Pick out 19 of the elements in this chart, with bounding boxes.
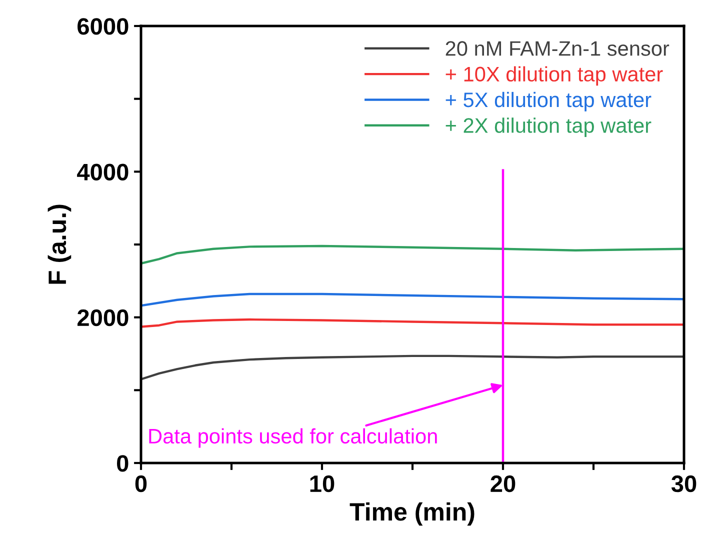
x-axis-title: Time (min): [350, 502, 474, 526]
x-tick-label: 20: [490, 475, 516, 492]
y-tick-label: 0: [117, 455, 128, 472]
y-tick-label: 2000: [77, 309, 128, 326]
line-series: [141, 292, 684, 307]
line-series: [141, 244, 684, 265]
x-tick-label: 30: [671, 475, 696, 492]
y-tick-label: 4000: [77, 164, 128, 180]
y-tick-label: 6000: [78, 18, 128, 35]
legend-label: 20 nM FAM-Zn-1 sensor: [446, 41, 670, 56]
legend-label: + 2X dilution tap water: [446, 118, 652, 138]
legend-label: + 5X dilution tap water: [446, 92, 652, 112]
annotation: Data points used for calculation: [149, 428, 437, 448]
x-tick-label: 0: [135, 475, 147, 492]
y-axis-title: F (a.u.): [48, 204, 72, 284]
x-tick-label: 10: [310, 475, 334, 492]
line-series: [141, 318, 684, 328]
line-series: [141, 354, 684, 380]
legend-label: + 10X dilution tap water: [446, 66, 663, 86]
